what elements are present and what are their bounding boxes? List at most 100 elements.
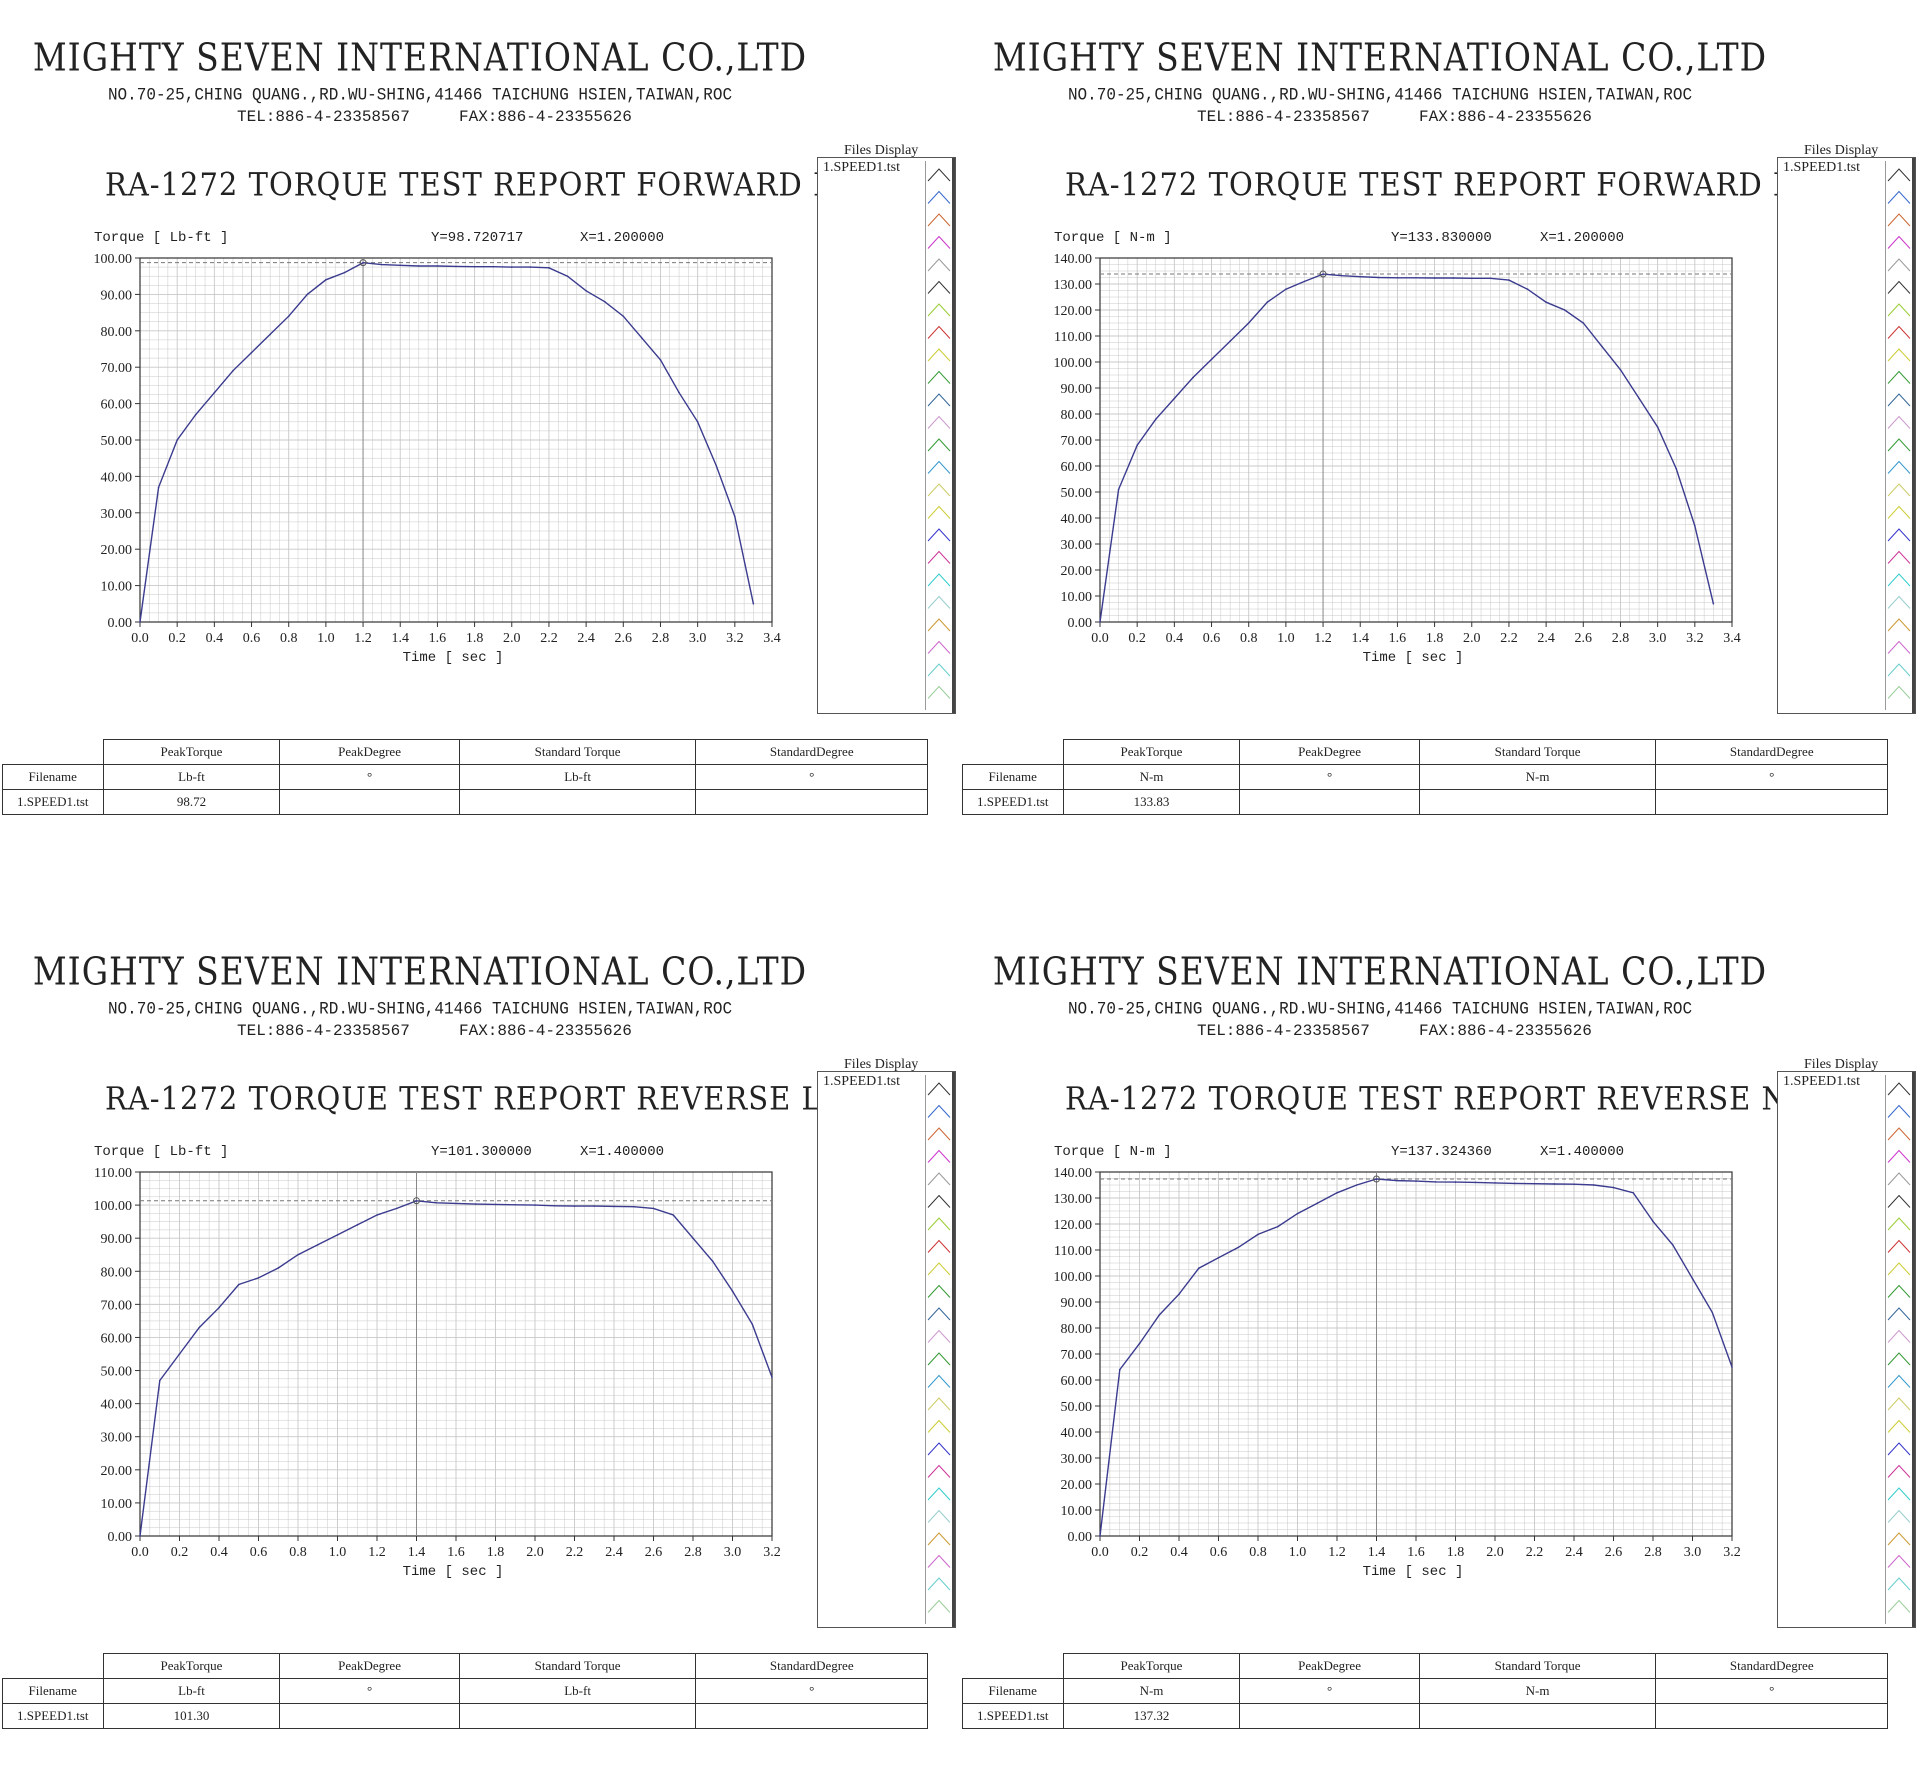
swatch-icon bbox=[927, 1487, 951, 1501]
y-tick-label: 20.00 bbox=[1061, 1478, 1093, 1493]
color-swatch-strip bbox=[1885, 1075, 1912, 1624]
data-point bbox=[593, 1205, 596, 1207]
swatch-icon bbox=[1887, 1577, 1911, 1591]
company-fax: FAX:886-4-23355626 bbox=[459, 108, 632, 126]
table-row[interactable]: 1.SPEED1.tst 101.30 bbox=[2, 1703, 928, 1729]
row-peak-torque: 133.83 bbox=[1062, 789, 1241, 815]
y-tick-label: 10.00 bbox=[1061, 1504, 1093, 1519]
table-row[interactable]: 1.SPEED1.tst 98.72 bbox=[2, 789, 928, 815]
x-tick-label: 0.8 bbox=[1249, 1545, 1267, 1560]
torque-plot[interactable]: 0.00 10.00 20.00 30.00 40.00 50.00 60.00 70.00 8… bbox=[0, 0, 960, 700]
files-display-item[interactable]: 1.SPEED1.tst bbox=[823, 160, 901, 175]
swatch-icon bbox=[1887, 1509, 1911, 1523]
y-tick-label: 80.00 bbox=[101, 325, 133, 340]
files-scrollbar[interactable] bbox=[1912, 158, 1915, 713]
x-tick-label: 1.2 bbox=[354, 631, 372, 646]
data-point bbox=[1395, 1179, 1398, 1182]
swatch-icon bbox=[927, 1194, 951, 1208]
row-filename: 1.SPEED1.tst bbox=[962, 789, 1064, 815]
data-point bbox=[1601, 345, 1603, 348]
swatch-icon bbox=[927, 1307, 951, 1321]
swatch-icon bbox=[1887, 1554, 1911, 1568]
x-tick-label: 3.0 bbox=[724, 1545, 742, 1560]
y-tick-label: 30.00 bbox=[1061, 538, 1093, 553]
files-display-panel[interactable]: 1.SPEED1.tst bbox=[1777, 1071, 1916, 1628]
x-tick-label: 3.0 bbox=[1649, 631, 1667, 646]
swatch-icon bbox=[1887, 1172, 1911, 1186]
data-point bbox=[297, 1253, 299, 1256]
y-tick-label: 0.00 bbox=[108, 616, 133, 631]
table-row[interactable]: 1.SPEED1.tst 133.83 bbox=[962, 789, 1888, 815]
files-display-title: Files Display bbox=[844, 1057, 919, 1072]
files-display-item[interactable]: 1.SPEED1.tst bbox=[823, 1074, 901, 1089]
data-point bbox=[1612, 1186, 1615, 1189]
data-point bbox=[415, 1199, 418, 1202]
data-point bbox=[529, 266, 532, 268]
cursor-x-readout: X=1.200000 bbox=[580, 230, 665, 246]
torque-plot[interactable]: 0.00 10.00 20.00 30.00 40.00 50.00 60.00 70.00 8… bbox=[960, 914, 1920, 1614]
row-peak-torque: 101.30 bbox=[102, 1703, 281, 1729]
files-display-item[interactable]: 1.SPEED1.tst bbox=[1783, 160, 1861, 175]
peak-torque-unit: N-m bbox=[1062, 1678, 1241, 1704]
torque-plot[interactable]: 0.00 10.00 20.00 30.00 40.00 50.00 60.00 70.00 8… bbox=[0, 914, 960, 1614]
data-point bbox=[696, 421, 699, 423]
cursor-x-readout: X=1.400000 bbox=[580, 1144, 665, 1160]
data-point bbox=[306, 293, 309, 296]
x-tick-label: 2.2 bbox=[1500, 631, 1518, 646]
x-tick-label: 2.6 bbox=[615, 631, 633, 646]
swatch-icon bbox=[1887, 213, 1911, 227]
swatch-icon bbox=[1887, 370, 1911, 384]
files-display-panel[interactable]: 1.SPEED1.tst bbox=[817, 1071, 956, 1628]
table-header-row: PeakTorque PeakDegree Standard Torque St… bbox=[962, 739, 1888, 765]
data-point bbox=[362, 261, 364, 264]
data-point bbox=[343, 271, 346, 274]
cursor-x-readout: X=1.400000 bbox=[1540, 1144, 1625, 1160]
data-point bbox=[751, 1323, 754, 1326]
peak-marker bbox=[1373, 1175, 1380, 1183]
data-point bbox=[1694, 525, 1696, 527]
y-tick-label: 90.00 bbox=[1061, 382, 1093, 397]
x-tick-label: 0.2 bbox=[171, 1545, 189, 1560]
y-tick-label: 70.00 bbox=[1061, 434, 1093, 449]
swatch-icon bbox=[1887, 1442, 1911, 1456]
data-point bbox=[1173, 397, 1176, 400]
row-standard-degree bbox=[1655, 789, 1888, 815]
table-header-row: PeakTorque PeakDegree Standard Torque St… bbox=[2, 739, 928, 765]
data-point bbox=[1322, 273, 1324, 275]
y-axis-label: Torque [ N-m ] bbox=[1054, 1144, 1172, 1160]
files-scrollbar[interactable] bbox=[952, 158, 955, 713]
data-point bbox=[1285, 288, 1287, 291]
table-header-row: PeakTorque PeakDegree Standard Torque St… bbox=[2, 1653, 928, 1679]
y-tick-label: 100.00 bbox=[94, 252, 133, 267]
swatch-icon bbox=[927, 1419, 951, 1433]
data-point bbox=[1099, 621, 1101, 623]
swatch-icon bbox=[1887, 1419, 1911, 1433]
data-point bbox=[1545, 301, 1547, 304]
data-point bbox=[1474, 1181, 1477, 1184]
swatch-icon bbox=[1887, 1464, 1911, 1478]
files-scrollbar[interactable] bbox=[952, 1072, 955, 1627]
peak-torque-unit: Lb-ft bbox=[102, 1678, 281, 1704]
company-tel: TEL:886-4-23358567 bbox=[237, 1022, 410, 1040]
swatch-icon bbox=[927, 685, 951, 699]
swatch-icon bbox=[927, 168, 951, 182]
swatch-icon bbox=[1887, 618, 1911, 632]
filename-label: Filename bbox=[962, 764, 1064, 790]
files-display-panel[interactable]: 1.SPEED1.tst bbox=[817, 157, 956, 714]
x-tick-label: 3.4 bbox=[1723, 631, 1741, 646]
files-display-item[interactable]: 1.SPEED1.tst bbox=[1783, 1074, 1861, 1089]
data-point bbox=[1592, 1184, 1595, 1186]
table-row[interactable]: 1.SPEED1.tst 137.32 bbox=[962, 1703, 1888, 1729]
files-scrollbar[interactable] bbox=[1912, 1072, 1915, 1627]
report-title: RA-1272 TORQUE TEST REPORT REVERSE N-m bbox=[1065, 1080, 1828, 1118]
torque-report-panel: MIGHTY SEVEN INTERNATIONAL CO.,LTD NO.70… bbox=[960, 914, 1920, 1781]
files-display-panel[interactable]: 1.SPEED1.tst bbox=[1777, 157, 1916, 714]
data-point bbox=[1237, 1246, 1240, 1249]
torque-plot[interactable]: 0.00 10.00 20.00 30.00 40.00 50.00 60.00 70.00 8… bbox=[960, 0, 1920, 700]
data-point bbox=[1359, 275, 1362, 278]
data-point bbox=[659, 359, 662, 361]
swatch-icon bbox=[1887, 415, 1911, 429]
peak-torque-unit: Lb-ft bbox=[102, 764, 281, 790]
row-peak-degree bbox=[279, 789, 460, 815]
swatch-icon bbox=[1887, 1082, 1911, 1096]
